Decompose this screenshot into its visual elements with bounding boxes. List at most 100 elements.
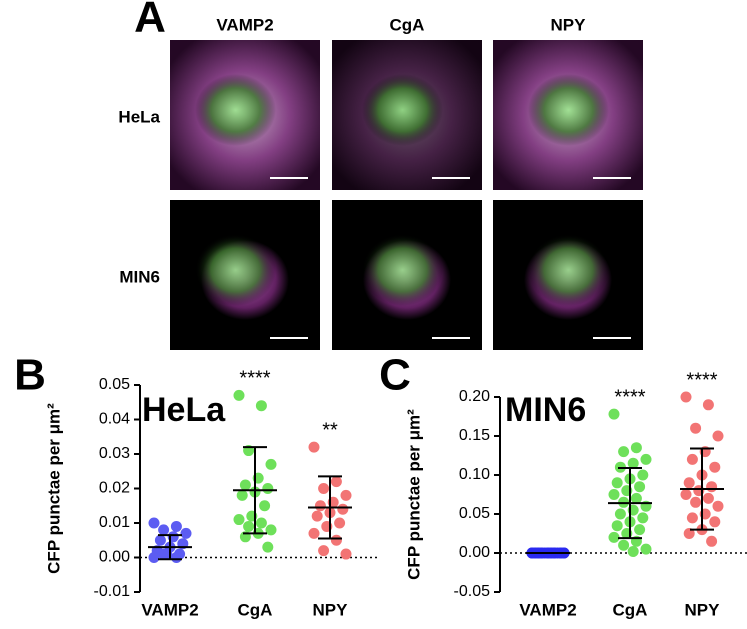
data-point	[330, 534, 342, 546]
micrograph-green	[195, 230, 285, 310]
data-point	[318, 483, 330, 494]
data-point	[630, 442, 642, 454]
row-label: MIN6	[119, 267, 160, 286]
data-point	[627, 545, 639, 557]
data-point	[265, 524, 277, 536]
data-point	[170, 552, 182, 563]
data-point	[330, 476, 342, 488]
data-point	[627, 457, 639, 469]
micrograph-green	[195, 70, 285, 150]
chart-title: HeLa	[142, 391, 226, 429]
micrograph-green	[362, 230, 452, 310]
data-point	[180, 527, 192, 539]
y-tick-label: 0.05	[99, 376, 130, 393]
data-point	[233, 514, 245, 526]
data-point	[255, 517, 267, 529]
data-point	[712, 500, 724, 512]
data-point	[611, 477, 623, 489]
column-label: VAMP2	[216, 15, 273, 34]
data-point	[334, 517, 346, 529]
charts: B HeLa CFP punctae per μm² -0.01 0.00 0.01 0.0…	[14, 351, 747, 619]
data-point	[243, 520, 255, 532]
data-point	[154, 534, 166, 546]
micrograph-green	[362, 70, 452, 150]
data-point	[686, 512, 698, 524]
data-point	[634, 524, 646, 536]
data-point	[608, 408, 620, 420]
data-point	[259, 500, 271, 512]
data-point	[706, 535, 718, 547]
data-point	[158, 524, 170, 536]
data-point	[170, 520, 182, 532]
data-point	[265, 458, 277, 470]
data-point	[637, 469, 649, 481]
data-point	[618, 446, 630, 458]
panel-label: C	[379, 351, 411, 400]
data-point	[712, 430, 724, 442]
data-point	[690, 496, 702, 508]
data-point	[640, 453, 652, 465]
data-point	[680, 391, 692, 403]
x-tick-label: NPY	[313, 600, 349, 619]
y-tick-label: 0.10	[459, 466, 490, 483]
y-tick-label: 0.02	[99, 480, 130, 497]
y-tick-label: 0.00	[459, 544, 490, 561]
data-point	[314, 500, 326, 512]
panel-label: B	[14, 351, 46, 400]
image-panel: VAMP2 CgA NPY HeLa MIN6	[118, 15, 643, 350]
column-label: NPY	[551, 15, 587, 34]
chart-title: MIN6	[505, 391, 586, 429]
data-point	[158, 548, 170, 560]
data-point	[308, 527, 320, 539]
y-tick-label: 0.03	[99, 445, 130, 462]
y-axis-label: CFP punctae per μm²	[44, 403, 63, 574]
data-point	[683, 477, 695, 489]
data-point	[634, 481, 646, 493]
data-point	[630, 492, 642, 504]
y-tick-label: 0.20	[459, 388, 490, 405]
data-point	[709, 516, 721, 528]
significance: **	[322, 419, 338, 441]
data-point	[262, 483, 274, 494]
significance: ****	[686, 369, 717, 391]
x-tick-label: NPY	[685, 600, 721, 619]
data-point	[308, 441, 320, 453]
significance: ****	[614, 386, 645, 408]
micrograph-green	[528, 70, 618, 150]
data-point	[637, 512, 649, 524]
y-tick-label: 0.04	[99, 411, 130, 428]
data-point	[640, 543, 652, 555]
y-tick-label: 0.01	[99, 514, 130, 531]
data-point	[690, 422, 702, 434]
data-point	[709, 461, 721, 473]
data-point	[148, 552, 160, 563]
data-point	[148, 517, 160, 529]
data-point	[239, 479, 251, 491]
data-point	[340, 489, 352, 501]
y-tick-label: 0.00	[99, 549, 130, 566]
data-point	[614, 508, 626, 520]
x-tick-label: VAMP2	[519, 600, 576, 619]
y-tick-label: -0.05	[454, 583, 491, 600]
data-point	[233, 389, 245, 401]
data-point	[686, 453, 698, 465]
data-point	[618, 539, 630, 551]
data-point	[255, 400, 267, 412]
data-point	[608, 531, 620, 543]
y-tick-label: -0.01	[94, 583, 131, 600]
y-tick-label: 0.05	[459, 505, 490, 522]
data-point	[311, 510, 323, 522]
data-point	[608, 489, 620, 500]
data-point	[706, 481, 718, 493]
y-tick-label: 0.15	[459, 427, 490, 444]
data-point	[702, 399, 714, 411]
row-label: HeLa	[118, 107, 160, 126]
x-tick-label: VAMP2	[141, 600, 198, 619]
data-point	[340, 548, 352, 560]
x-tick-label: CgA	[238, 600, 273, 619]
significance: ****	[239, 368, 270, 390]
data-point	[702, 492, 714, 504]
data-point	[680, 489, 692, 500]
data-point	[236, 489, 248, 501]
